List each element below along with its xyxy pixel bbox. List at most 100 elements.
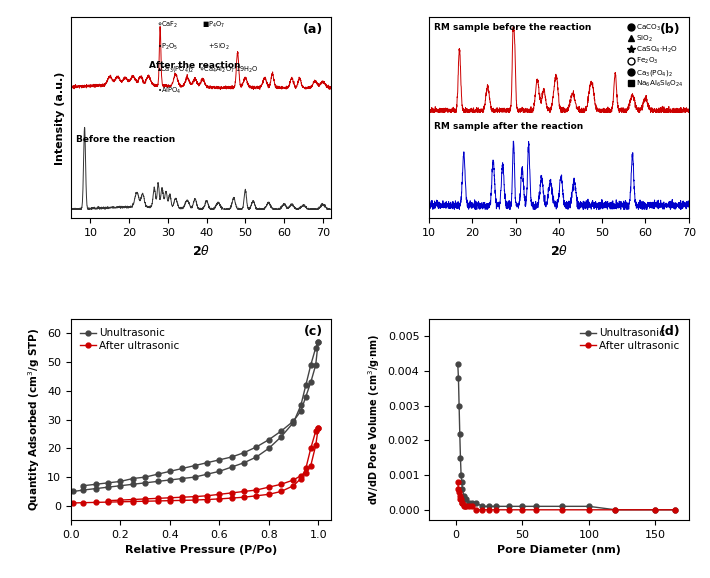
Unultrasonic [92, 485, 100, 492]
Unultrasonic [584, 503, 593, 510]
After ultrasonic [467, 503, 476, 510]
After ultrasonic [202, 496, 211, 503]
Y-axis label: dV/dD Pore Volume (cm$^3$/g$\cdot$nm): dV/dD Pore Volume (cm$^3$/g$\cdot$nm) [366, 334, 382, 505]
Y-axis label: Quantity Adsorbed (cm$^3$/g STP): Quantity Adsorbed (cm$^3$/g STP) [26, 328, 42, 512]
Text: (c): (c) [304, 325, 323, 338]
Unultrasonic [505, 503, 513, 510]
After ultrasonic [455, 489, 464, 496]
Text: $\bullet$P$_2$O$_5$               +SiO$_2$: $\bullet$P$_2$O$_5$ +SiO$_2$ [157, 42, 229, 51]
After ultrasonic [307, 445, 315, 452]
Unultrasonic [277, 434, 285, 440]
After ultrasonic [178, 497, 187, 504]
Unultrasonic [190, 473, 199, 480]
Unultrasonic [461, 496, 469, 503]
Unultrasonic [454, 361, 462, 368]
After ultrasonic [461, 503, 469, 510]
Unultrasonic [153, 478, 162, 485]
Line: Unultrasonic: Unultrasonic [71, 340, 321, 494]
After ultrasonic [454, 486, 463, 492]
After ultrasonic [141, 498, 149, 505]
After ultrasonic [116, 498, 125, 505]
After ultrasonic [462, 503, 471, 510]
Unultrasonic [478, 503, 486, 510]
Unultrasonic [491, 503, 500, 510]
Unultrasonic [165, 476, 174, 483]
Unultrasonic [671, 506, 679, 513]
Unultrasonic [459, 492, 468, 499]
X-axis label: 2$\theta$: 2$\theta$ [550, 244, 568, 258]
Text: After the reaction: After the reaction [149, 61, 241, 69]
Unultrasonic [312, 344, 320, 351]
After ultrasonic [265, 491, 273, 498]
After ultrasonic [485, 506, 493, 513]
X-axis label: Relative Pressure (P/Po): Relative Pressure (P/Po) [125, 546, 277, 555]
After ultrasonic [215, 495, 224, 502]
After ultrasonic [165, 497, 174, 504]
Text: (a): (a) [302, 23, 323, 36]
Text: RM sample after the reaction: RM sample after the reaction [435, 122, 584, 131]
After ultrasonic [314, 425, 322, 432]
Text: RM sample before the reaction: RM sample before the reaction [435, 23, 591, 32]
After ultrasonic [277, 488, 285, 495]
After ultrasonic [69, 499, 77, 506]
After ultrasonic [491, 506, 500, 513]
Unultrasonic [454, 375, 463, 381]
Unultrasonic [457, 454, 465, 461]
After ultrasonic [79, 499, 87, 506]
Unultrasonic [178, 475, 187, 482]
Text: $\diamond$CaF$_2$            $\blacksquare$P$_4$O$_7$: $\diamond$CaF$_2$ $\blacksquare$P$_4$O$_… [157, 19, 225, 29]
Unultrasonic [518, 503, 527, 510]
After ultrasonic [478, 506, 486, 513]
Unultrasonic [314, 339, 322, 346]
Line: Unultrasonic: Unultrasonic [455, 362, 678, 512]
After ultrasonic [252, 492, 261, 499]
Text: (b): (b) [660, 23, 681, 36]
X-axis label: Pore Diameter (nm): Pore Diameter (nm) [497, 546, 621, 555]
Unultrasonic [79, 487, 87, 494]
Unultrasonic [485, 503, 493, 510]
Unultrasonic [252, 454, 261, 461]
Unultrasonic [240, 460, 248, 466]
Text: (d): (d) [660, 325, 681, 338]
Legend: CaCO$_3$, SiO$_2$, CaSO$_4$$\cdot$H$_2$O, Fe$_2$O$_3$, Ca$_3$(PO$_4$)$_2$, Na$_6: CaCO$_3$, SiO$_2$, CaSO$_4$$\cdot$H$_2$O… [626, 21, 685, 90]
After ultrasonic [190, 497, 199, 503]
X-axis label: 2$\theta$: 2$\theta$ [192, 244, 210, 258]
After ultrasonic [297, 475, 305, 482]
Unultrasonic [465, 499, 474, 506]
Unultrasonic [307, 362, 315, 369]
Unultrasonic [141, 479, 149, 486]
After ultrasonic [558, 506, 567, 513]
Text: $\blacktriangle$Ca$_3$(PO$_4$)$_2$   $\diamond$Ca$_4$Al$_2$O$_7$$\cdot$19H$_2$O: $\blacktriangle$Ca$_3$(PO$_4$)$_2$ $\dia… [157, 64, 258, 73]
Unultrasonic [458, 486, 466, 492]
Unultrasonic [69, 488, 77, 495]
Unultrasonic [457, 472, 465, 479]
After ultrasonic [153, 498, 162, 505]
After ultrasonic [92, 499, 100, 506]
Unultrasonic [558, 503, 567, 510]
After ultrasonic [240, 494, 248, 501]
Text: $\bullet$AlPO$_4$: $\bullet$AlPO$_4$ [157, 86, 181, 96]
Unultrasonic [457, 479, 466, 486]
After ultrasonic [104, 499, 112, 506]
Text: Before the reaction: Before the reaction [76, 135, 175, 144]
Unultrasonic [531, 503, 540, 510]
After ultrasonic [459, 503, 468, 510]
After ultrasonic [312, 428, 320, 435]
After ultrasonic [518, 506, 527, 513]
After ultrasonic [471, 506, 480, 513]
Unultrasonic [227, 464, 236, 470]
Unultrasonic [289, 419, 297, 426]
After ultrasonic [457, 499, 466, 506]
Unultrasonic [116, 482, 125, 489]
After ultrasonic [611, 506, 620, 513]
Unultrasonic [104, 484, 112, 491]
After ultrasonic [531, 506, 540, 513]
Line: After ultrasonic: After ultrasonic [71, 426, 321, 505]
After ultrasonic [457, 496, 465, 503]
Unultrasonic [129, 481, 137, 488]
After ultrasonic [584, 506, 593, 513]
Unultrasonic [302, 381, 310, 388]
Unultrasonic [265, 445, 273, 452]
Unultrasonic [456, 430, 464, 437]
Unultrasonic [202, 470, 211, 477]
